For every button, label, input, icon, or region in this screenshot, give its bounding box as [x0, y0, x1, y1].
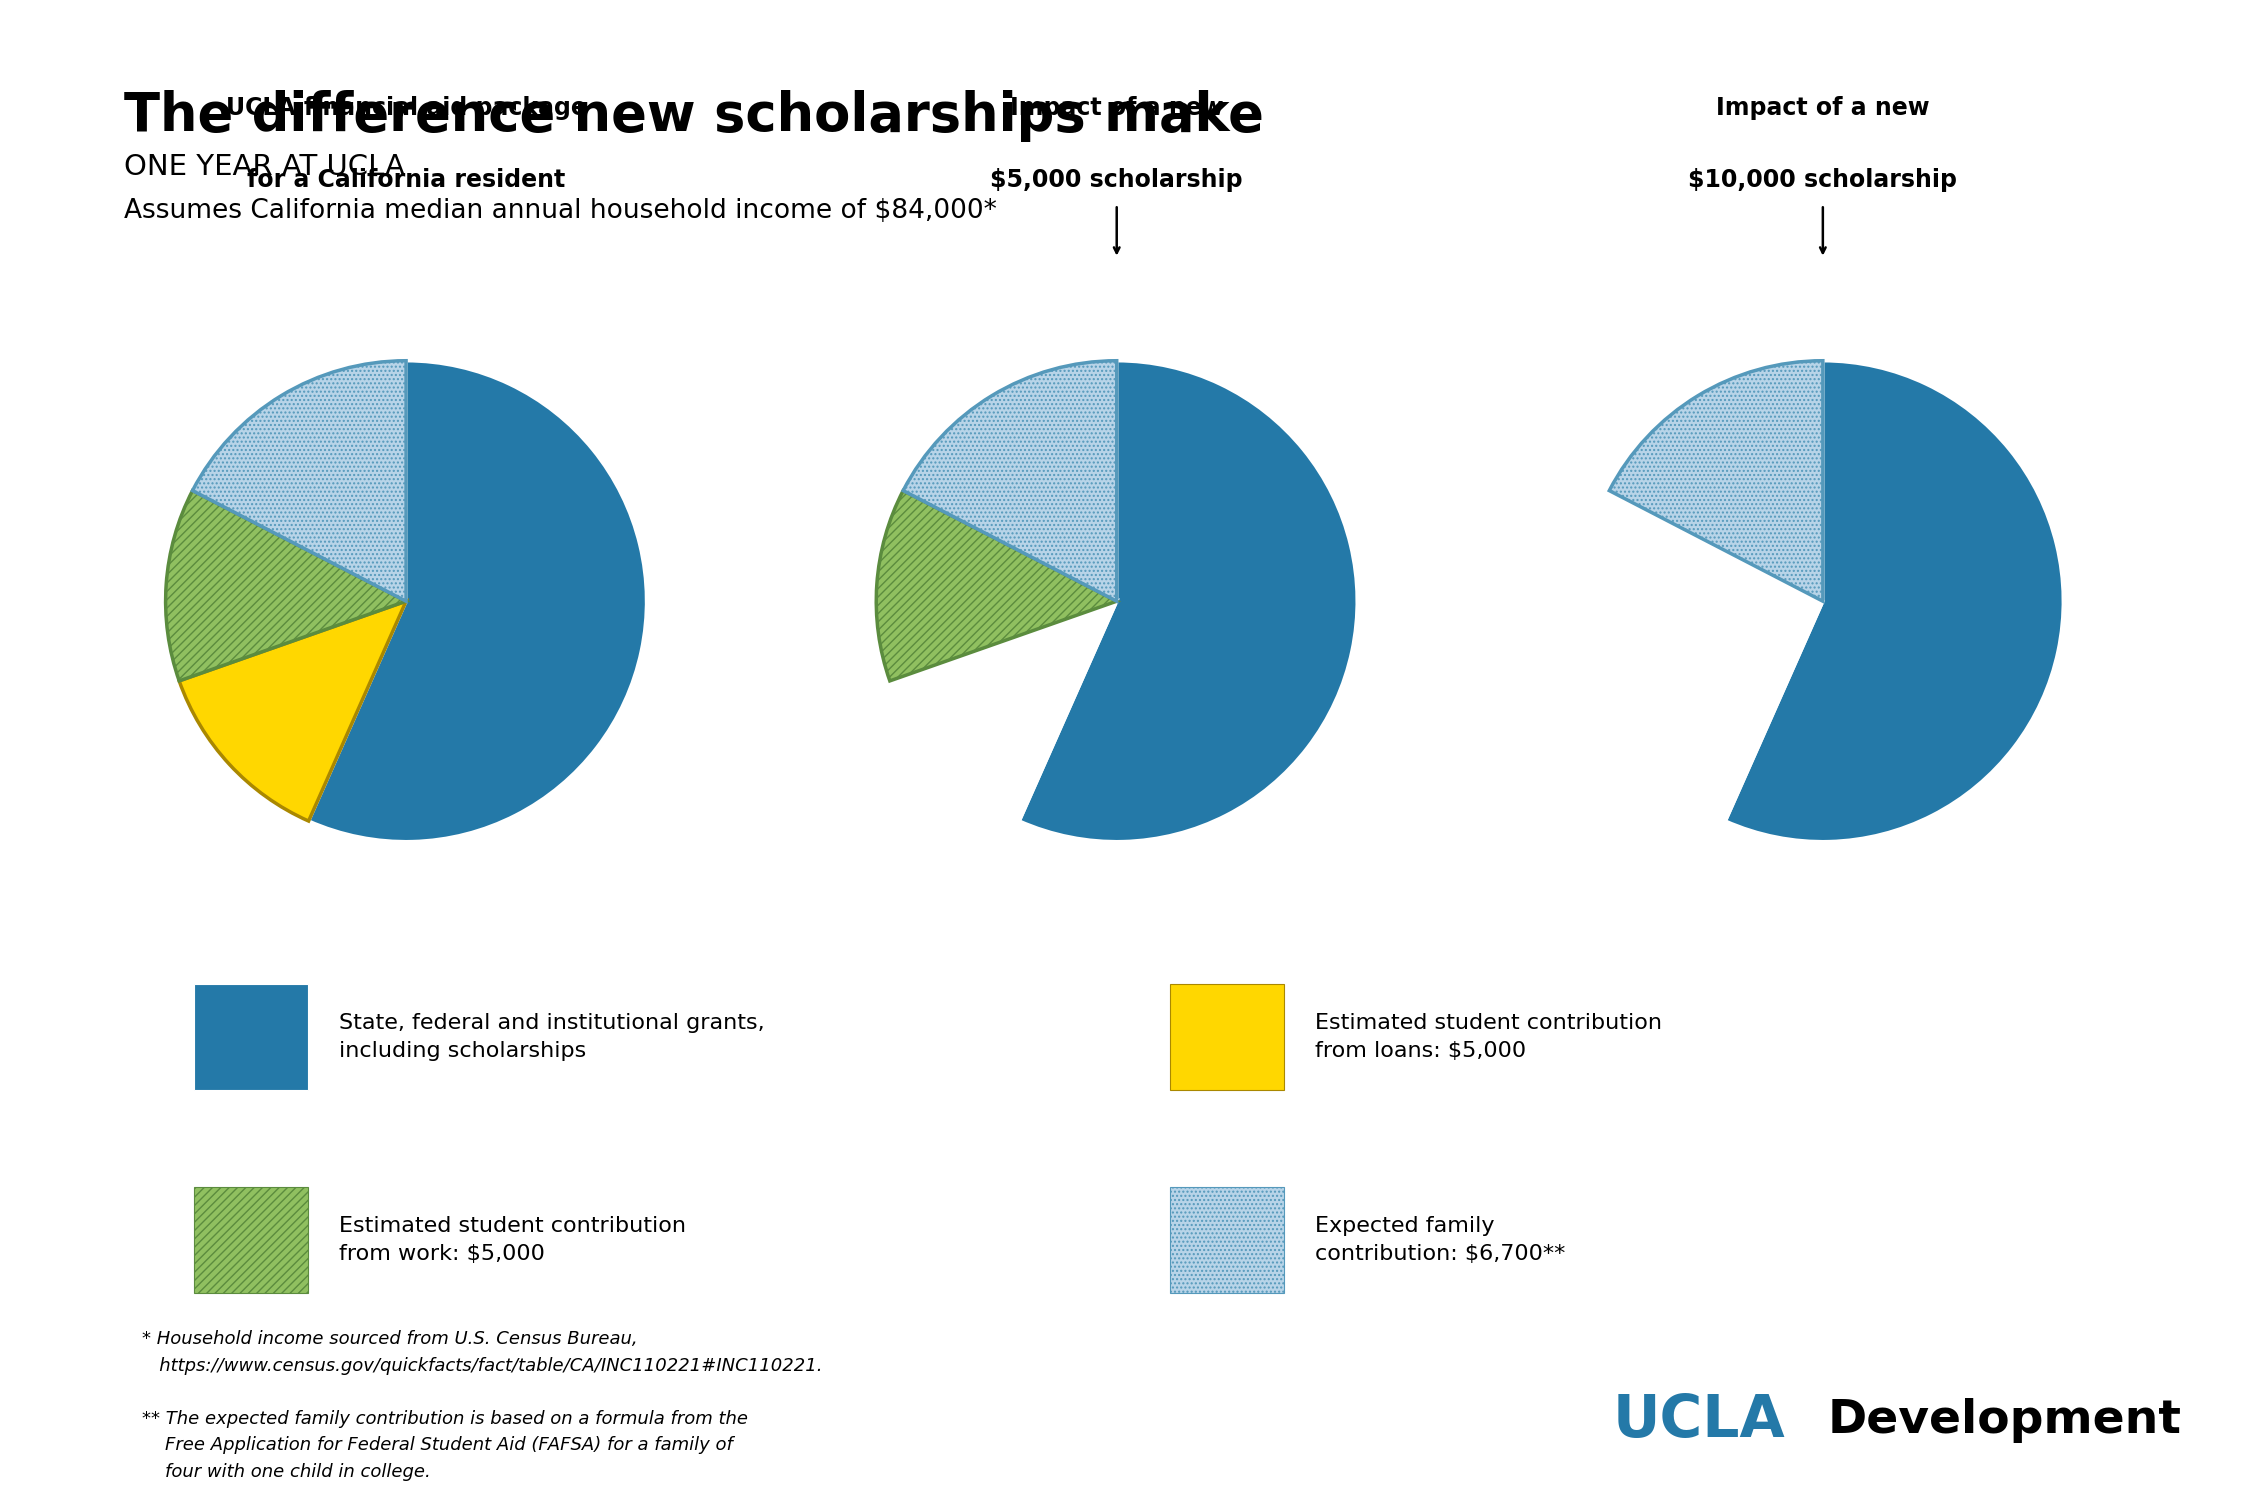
Wedge shape	[1020, 361, 1358, 842]
Text: $5,000 scholarship: $5,000 scholarship	[990, 168, 1243, 192]
Bar	[194, 984, 309, 1090]
Text: for a California resident: for a California resident	[246, 168, 566, 192]
Wedge shape	[178, 601, 406, 821]
Text: ** The expected family contribution is based on a formula from the
    Free Appl: ** The expected family contribution is b…	[142, 1410, 749, 1480]
Wedge shape	[1609, 361, 1823, 601]
Text: Assumes California median annual household income of $84,000*: Assumes California median annual househo…	[124, 198, 997, 224]
Text: Development: Development	[1827, 1398, 2182, 1443]
Bar	[194, 1187, 309, 1293]
Text: State, federal and institutional grants,
including scholarships: State, federal and institutional grants,…	[338, 1013, 765, 1061]
Wedge shape	[309, 361, 647, 842]
Wedge shape	[875, 490, 1117, 681]
Wedge shape	[902, 361, 1117, 601]
Text: UCLA: UCLA	[1613, 1392, 1787, 1449]
Text: $10,000 scholarship: $10,000 scholarship	[1687, 168, 1958, 192]
Text: UCLA financial aid package: UCLA financial aid package	[226, 96, 587, 120]
Text: Estimated student contribution
from work: $5,000: Estimated student contribution from work…	[338, 1216, 686, 1264]
Text: Impact of a new: Impact of a new	[1011, 96, 1223, 120]
Text: Impact of a new: Impact of a new	[1717, 96, 1929, 120]
Bar	[1169, 984, 1284, 1090]
Wedge shape	[889, 601, 1117, 821]
Wedge shape	[1726, 361, 2064, 842]
Bar	[1169, 1187, 1284, 1293]
Text: The difference new scholarships make: The difference new scholarships make	[124, 90, 1263, 143]
Text: ONE YEAR AT UCLA: ONE YEAR AT UCLA	[124, 153, 406, 182]
Text: Expected family
contribution: $6,700**: Expected family contribution: $6,700**	[1315, 1216, 1566, 1264]
Text: * Household income sourced from U.S. Census Bureau,
   https://www.census.gov/qu: * Household income sourced from U.S. Cen…	[142, 1330, 823, 1375]
Wedge shape	[192, 361, 406, 601]
Text: Estimated student contribution
from loans: $5,000: Estimated student contribution from loan…	[1315, 1013, 1663, 1061]
Wedge shape	[1581, 490, 1823, 821]
Wedge shape	[165, 490, 406, 681]
